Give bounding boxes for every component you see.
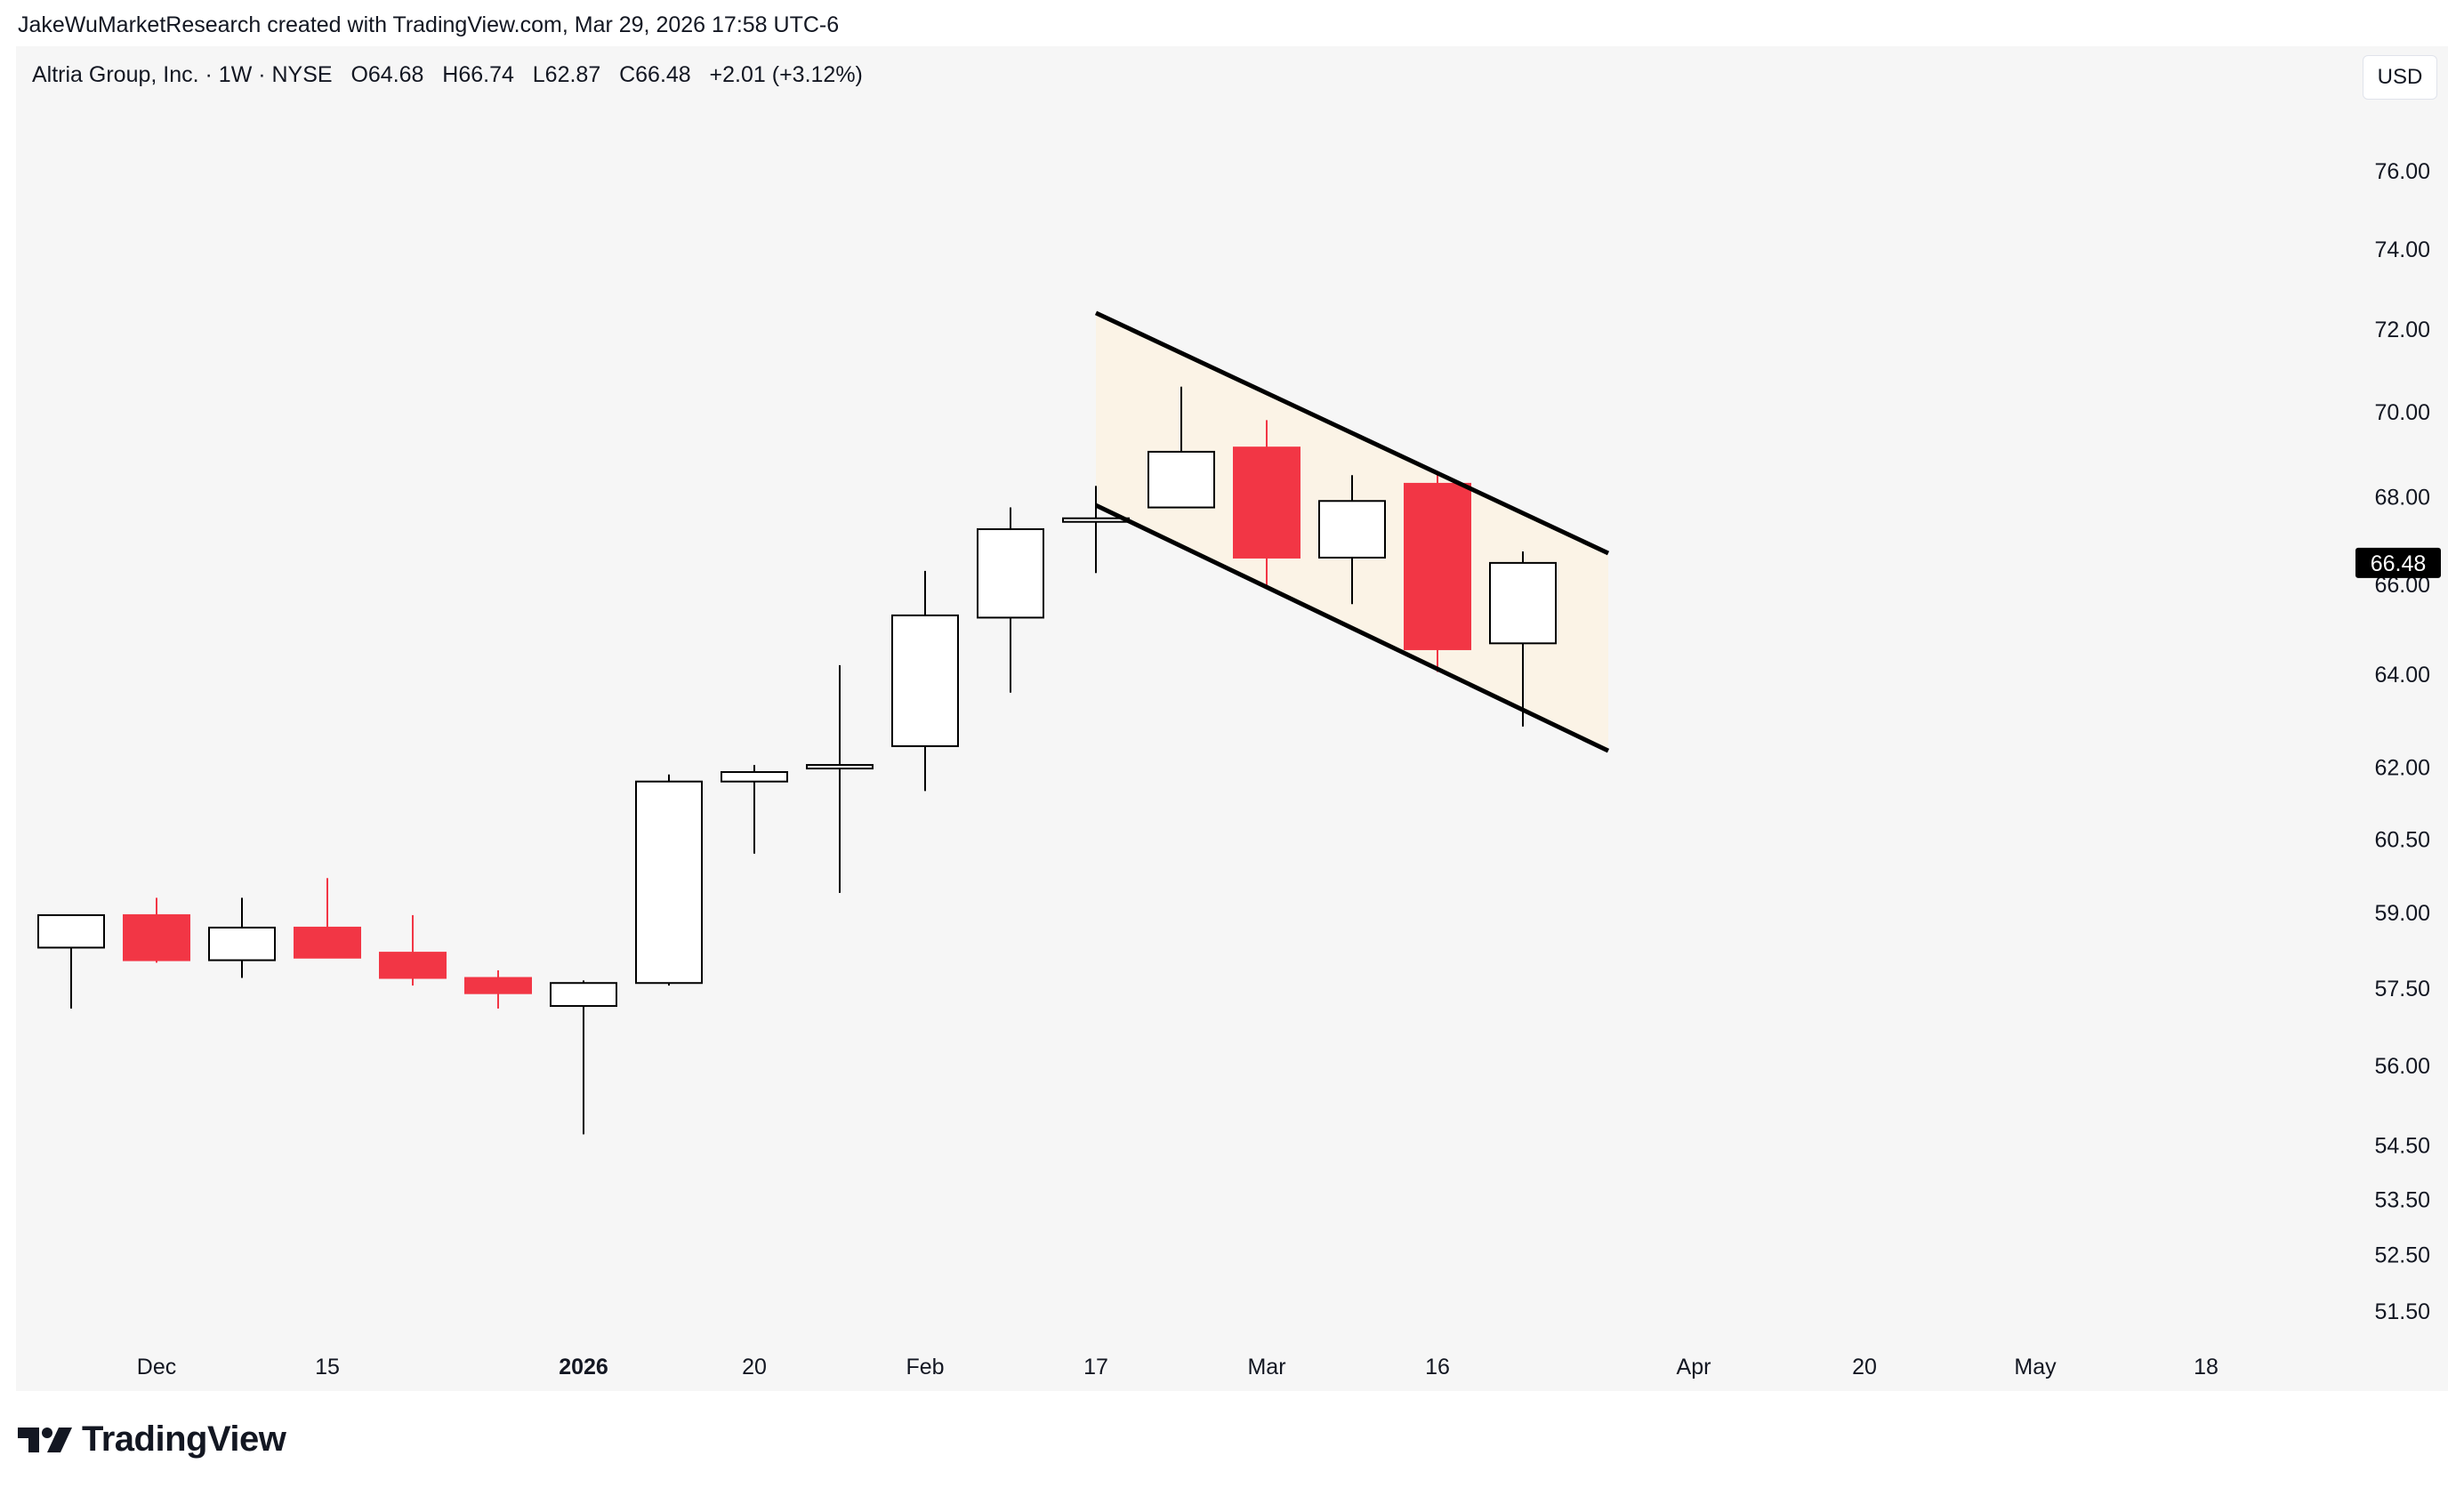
candle — [123, 897, 190, 963]
price-tick-label: 74.00 — [2374, 237, 2430, 262]
candle-body-up — [1318, 500, 1386, 559]
candle — [550, 980, 617, 1135]
last-price-marker: 66.48 — [2355, 547, 2441, 578]
candle — [464, 969, 532, 1009]
time-tick-label: 2026 — [559, 1355, 608, 1379]
candle-body-down — [294, 926, 361, 959]
price-tick-label: 70.00 — [2374, 400, 2430, 425]
legend-open: O64.68 — [350, 62, 424, 87]
tradingview-logo[interactable]: TradingView — [18, 1420, 286, 1460]
price-tick-label: 62.00 — [2374, 756, 2430, 781]
candle-body-down — [379, 952, 447, 979]
candle — [721, 765, 788, 854]
legend-close: C66.48 — [619, 62, 691, 87]
candle-body-up — [550, 982, 617, 1008]
price-tick-label: 57.50 — [2374, 977, 2430, 1001]
channel-upper-line[interactable] — [1094, 310, 1610, 556]
price-tick-label: 64.00 — [2374, 663, 2430, 688]
candle-body-up — [806, 764, 874, 770]
candle-body-down — [1404, 482, 1471, 650]
candles — [37, 310, 1610, 1135]
candle-body-up — [977, 527, 1044, 619]
candle — [208, 897, 276, 978]
candle-body-up — [1062, 517, 1130, 523]
candle — [891, 570, 959, 792]
legend-symbol: Altria Group, Inc. · 1W · NYSE — [32, 62, 333, 87]
price-tick-label: 51.50 — [2374, 1299, 2430, 1324]
candle — [1489, 551, 1557, 727]
candle-body-up — [891, 614, 959, 747]
time-axis[interactable]: Dec 15 2026 20 Feb 17 Mar 16 Apr 20 May 18 — [137, 1355, 2218, 1379]
time-tick-label: Mar — [1247, 1355, 1285, 1379]
legend-low: L62.87 — [532, 62, 601, 87]
candle-body-down — [1233, 446, 1300, 559]
candle — [1147, 386, 1215, 509]
price-tick-label: 72.00 — [2374, 318, 2430, 342]
candle — [635, 774, 703, 986]
symbol-legend: Altria Group, Inc. · 1W · NYSE O64.68 H6… — [32, 62, 863, 88]
price-tick-label: 52.50 — [2374, 1243, 2430, 1268]
last-price-badge — [2355, 547, 2441, 578]
time-tick-label: Feb — [906, 1355, 944, 1379]
candle-body-up — [37, 913, 105, 949]
candle-body-up — [721, 771, 788, 783]
chart-panel[interactable] — [16, 46, 2448, 1391]
candle-body-up — [208, 926, 276, 961]
currency-button[interactable]: USD — [2363, 55, 2437, 100]
candle-body-down — [464, 977, 532, 994]
price-tick-label: 68.00 — [2374, 485, 2430, 510]
price-tick-label: 60.50 — [2374, 827, 2430, 852]
candle — [294, 878, 361, 959]
candle — [379, 914, 447, 986]
candle-body-up — [1147, 450, 1215, 509]
channel-lower-line[interactable] — [1094, 503, 1610, 753]
candle — [977, 507, 1044, 693]
price-tick-label: 59.00 — [2374, 901, 2430, 926]
time-tick-label: Apr — [1677, 1355, 1711, 1379]
legend-high: H66.74 — [442, 62, 514, 87]
time-tick-label: Dec — [137, 1355, 176, 1379]
price-tick-label: 54.50 — [2374, 1133, 2430, 1158]
price-tick-label: 56.00 — [2374, 1054, 2430, 1079]
candle — [1404, 471, 1471, 672]
candle — [37, 913, 105, 1009]
chart-attribution: JakeWuMarketResearch created with Tradin… — [18, 12, 840, 37]
price-axis[interactable]: 51.50 52.50 53.50 54.50 56.00 57.50 59.00 60.50… — [2374, 159, 2430, 1324]
last-price-text: 66.48 — [2371, 551, 2427, 576]
candle — [1233, 420, 1300, 589]
time-tick-label: 20 — [1852, 1355, 1877, 1379]
time-tick-label: May — [2014, 1355, 2057, 1379]
legend-change: +2.01 (+3.12%) — [709, 62, 863, 87]
price-tick-label: 76.00 — [2374, 159, 2430, 184]
candle-body-up — [635, 780, 703, 985]
candle-body-up — [1489, 561, 1557, 645]
tradingview-logo-text: TradingView — [82, 1420, 286, 1459]
candle-body-down — [123, 913, 190, 961]
time-tick-label: 16 — [1425, 1355, 1450, 1379]
time-tick-label: 17 — [1083, 1355, 1108, 1379]
tradingview-logo-icon — [18, 1427, 72, 1452]
candle — [806, 664, 874, 893]
price-tick-label: 53.50 — [2374, 1187, 2430, 1212]
time-tick-label: 18 — [2194, 1355, 2218, 1379]
candle — [1318, 475, 1386, 605]
time-tick-label: 15 — [315, 1355, 340, 1379]
time-tick-label: 20 — [742, 1355, 767, 1379]
